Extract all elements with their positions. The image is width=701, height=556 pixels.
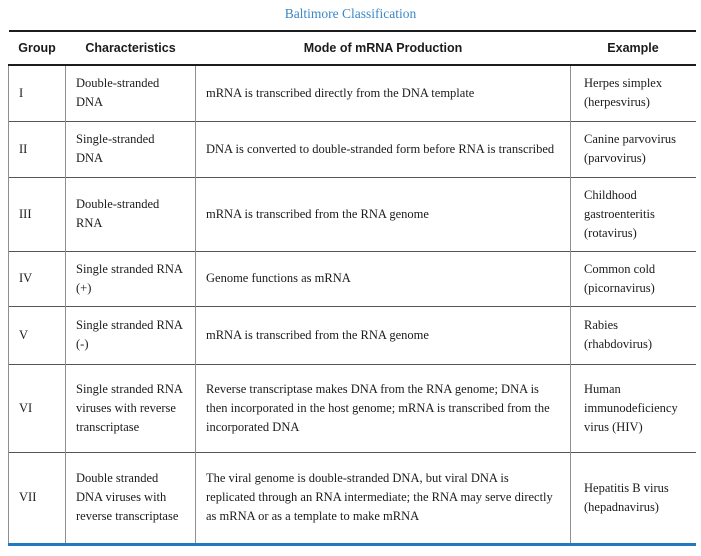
example-cell: Hepatitis B virus (hepadnavirus) <box>570 451 696 546</box>
mode-cell: mRNA is transcribed from the RNA genome <box>195 176 571 251</box>
characteristics-cell: Single stranded RNA (+) <box>65 250 196 306</box>
group-cell: III <box>8 176 66 251</box>
mode-cell: Reverse transcriptase makes DNA from the… <box>195 363 571 452</box>
column-header-example: Example <box>570 30 696 66</box>
example-cell: Common cold (picornavirus) <box>570 250 696 306</box>
example-cell: Rabies (rhabdovirus) <box>570 305 696 364</box>
column-header-group: Group <box>8 30 66 66</box>
column-header-characteristics: Characteristics <box>65 30 196 66</box>
characteristics-cell: Single-stranded DNA <box>65 120 196 177</box>
table-header: Group Characteristics Mode of mRNA Produ… <box>8 30 696 66</box>
mode-cell: mRNA is transcribed directly from the DN… <box>195 65 571 121</box>
group-cell: VII <box>8 451 66 546</box>
group-cell: I <box>8 65 66 121</box>
table-row-group-i: I Double-stranded DNA mRNA is transcribe… <box>8 65 696 121</box>
baltimore-classification-table: Group Characteristics Mode of mRNA Produ… <box>8 30 696 546</box>
table-row-group-iv: IV Single stranded RNA (+) Genome functi… <box>8 250 696 306</box>
mode-cell: The viral genome is double-stranded DNA,… <box>195 451 571 546</box>
mode-cell: Genome functions as mRNA <box>195 250 571 306</box>
table-caption-link[interactable]: Baltimore Classification <box>284 6 417 21</box>
group-cell: II <box>8 120 66 177</box>
table-row-group-vi: VI Single stranded RNA viruses with reve… <box>8 363 696 452</box>
group-cell: VI <box>8 363 66 452</box>
mode-cell: mRNA is transcribed from the RNA genome <box>195 305 571 364</box>
characteristics-cell: Double-stranded RNA <box>65 176 196 251</box>
table-body: I Double-stranded DNA mRNA is transcribe… <box>8 65 696 546</box>
characteristics-cell: Double-stranded DNA <box>65 65 196 121</box>
mode-cell: DNA is converted to double-stranded form… <box>195 120 571 177</box>
header-row: Group Characteristics Mode of mRNA Produ… <box>8 30 696 66</box>
example-cell: Human immunodeficiency virus (HIV) <box>570 363 696 452</box>
example-cell: Canine parvovirus (parvovirus) <box>570 120 696 177</box>
example-cell: Childhood gastroenteritis (rotavirus) <box>570 176 696 251</box>
characteristics-cell: Double stranded DNA viruses with reverse… <box>65 451 196 546</box>
characteristics-cell: Single stranded RNA viruses with reverse… <box>65 363 196 452</box>
example-cell: Herpes simplex (herpesvirus) <box>584 76 663 110</box>
table-row-group-vii: VII Double stranded DNA viruses with rev… <box>8 451 696 546</box>
group-cell: V <box>8 305 66 364</box>
group-cell: IV <box>8 250 66 306</box>
table-row-group-ii: II Single-stranded DNA DNA is converted … <box>8 120 696 177</box>
table-row-group-iii: III Double-stranded RNA mRNA is transcri… <box>8 176 696 251</box>
characteristics-cell: Single stranded RNA (-) <box>65 305 196 364</box>
column-header-mode: Mode of mRNA Production <box>195 30 571 66</box>
table-row-group-v: V Single stranded RNA (-) mRNA is transc… <box>8 305 696 364</box>
